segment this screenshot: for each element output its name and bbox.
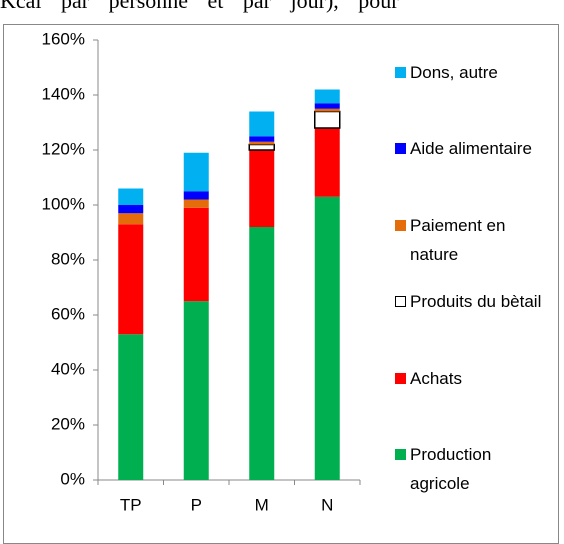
bar-segment	[118, 334, 144, 480]
y-tick-label: 0%	[60, 469, 85, 488]
y-tick-label: 140%	[42, 84, 85, 103]
y-tick-label: 60%	[51, 304, 85, 323]
bar-segment	[249, 136, 275, 142]
y-tick-label: 100%	[42, 194, 85, 213]
bar-segment	[118, 188, 144, 205]
bar-segment	[118, 205, 144, 214]
bar-segment	[314, 128, 340, 197]
bar-segment	[183, 152, 209, 192]
x-tick-label: M	[255, 495, 269, 514]
x-tick-label: N	[321, 495, 333, 514]
bar-segment	[314, 108, 340, 112]
legend-swatch	[395, 296, 406, 308]
y-tick-label: 20%	[51, 414, 85, 433]
legend: Dons, autre Aide alimentaire Paiement en n…	[395, 58, 555, 498]
bar-segment	[248, 143, 275, 151]
bar-segment	[249, 150, 275, 227]
legend-swatch	[395, 448, 406, 460]
legend-label: Dons, autre	[410, 63, 498, 82]
x-tick-label: P	[191, 495, 202, 514]
chart-frame	[3, 24, 559, 544]
bar-segment	[314, 196, 340, 480]
bar-segment	[118, 224, 144, 335]
y-tick-label: 40%	[51, 359, 85, 378]
legend-item: Paiement en nature	[395, 211, 555, 269]
legend-label: Production agricole	[410, 444, 492, 493]
legend-swatch	[395, 219, 406, 231]
bar-segment	[249, 111, 275, 137]
caption: Kcal par personne et par jour), pour	[0, 0, 399, 13]
legend-item: Dons, autre	[395, 58, 555, 116]
bar-segment	[183, 301, 209, 480]
bar-segment	[183, 207, 209, 302]
bar-segment	[314, 103, 340, 109]
legend-item: Achats	[395, 364, 555, 422]
legend-swatch	[395, 143, 406, 155]
bar-segment	[314, 89, 340, 104]
legend-item: Production agricole	[395, 440, 555, 498]
legend-item: Aide alimentaire	[395, 134, 555, 192]
y-tick-label: 160%	[42, 29, 85, 48]
legend-label: Produits du bètail	[410, 292, 542, 312]
legend-label: Achats	[410, 368, 462, 388]
bar-segment	[183, 191, 209, 200]
y-tick-label: 80%	[51, 249, 85, 268]
bar-segment	[314, 110, 341, 129]
x-tick-label: TP	[120, 495, 142, 514]
y-tick-label: 120%	[42, 139, 85, 158]
bar-segment	[183, 199, 209, 208]
bar-segment	[249, 141, 275, 145]
legend-item: Produits du bètail	[395, 287, 555, 345]
bar-segment	[118, 213, 144, 225]
bar-segment	[249, 227, 275, 480]
legend-label: Paiement en nature	[410, 215, 506, 264]
legend-swatch	[395, 67, 406, 78]
legend-label: Aide alimentaire	[410, 139, 532, 159]
legend-swatch	[395, 372, 406, 384]
